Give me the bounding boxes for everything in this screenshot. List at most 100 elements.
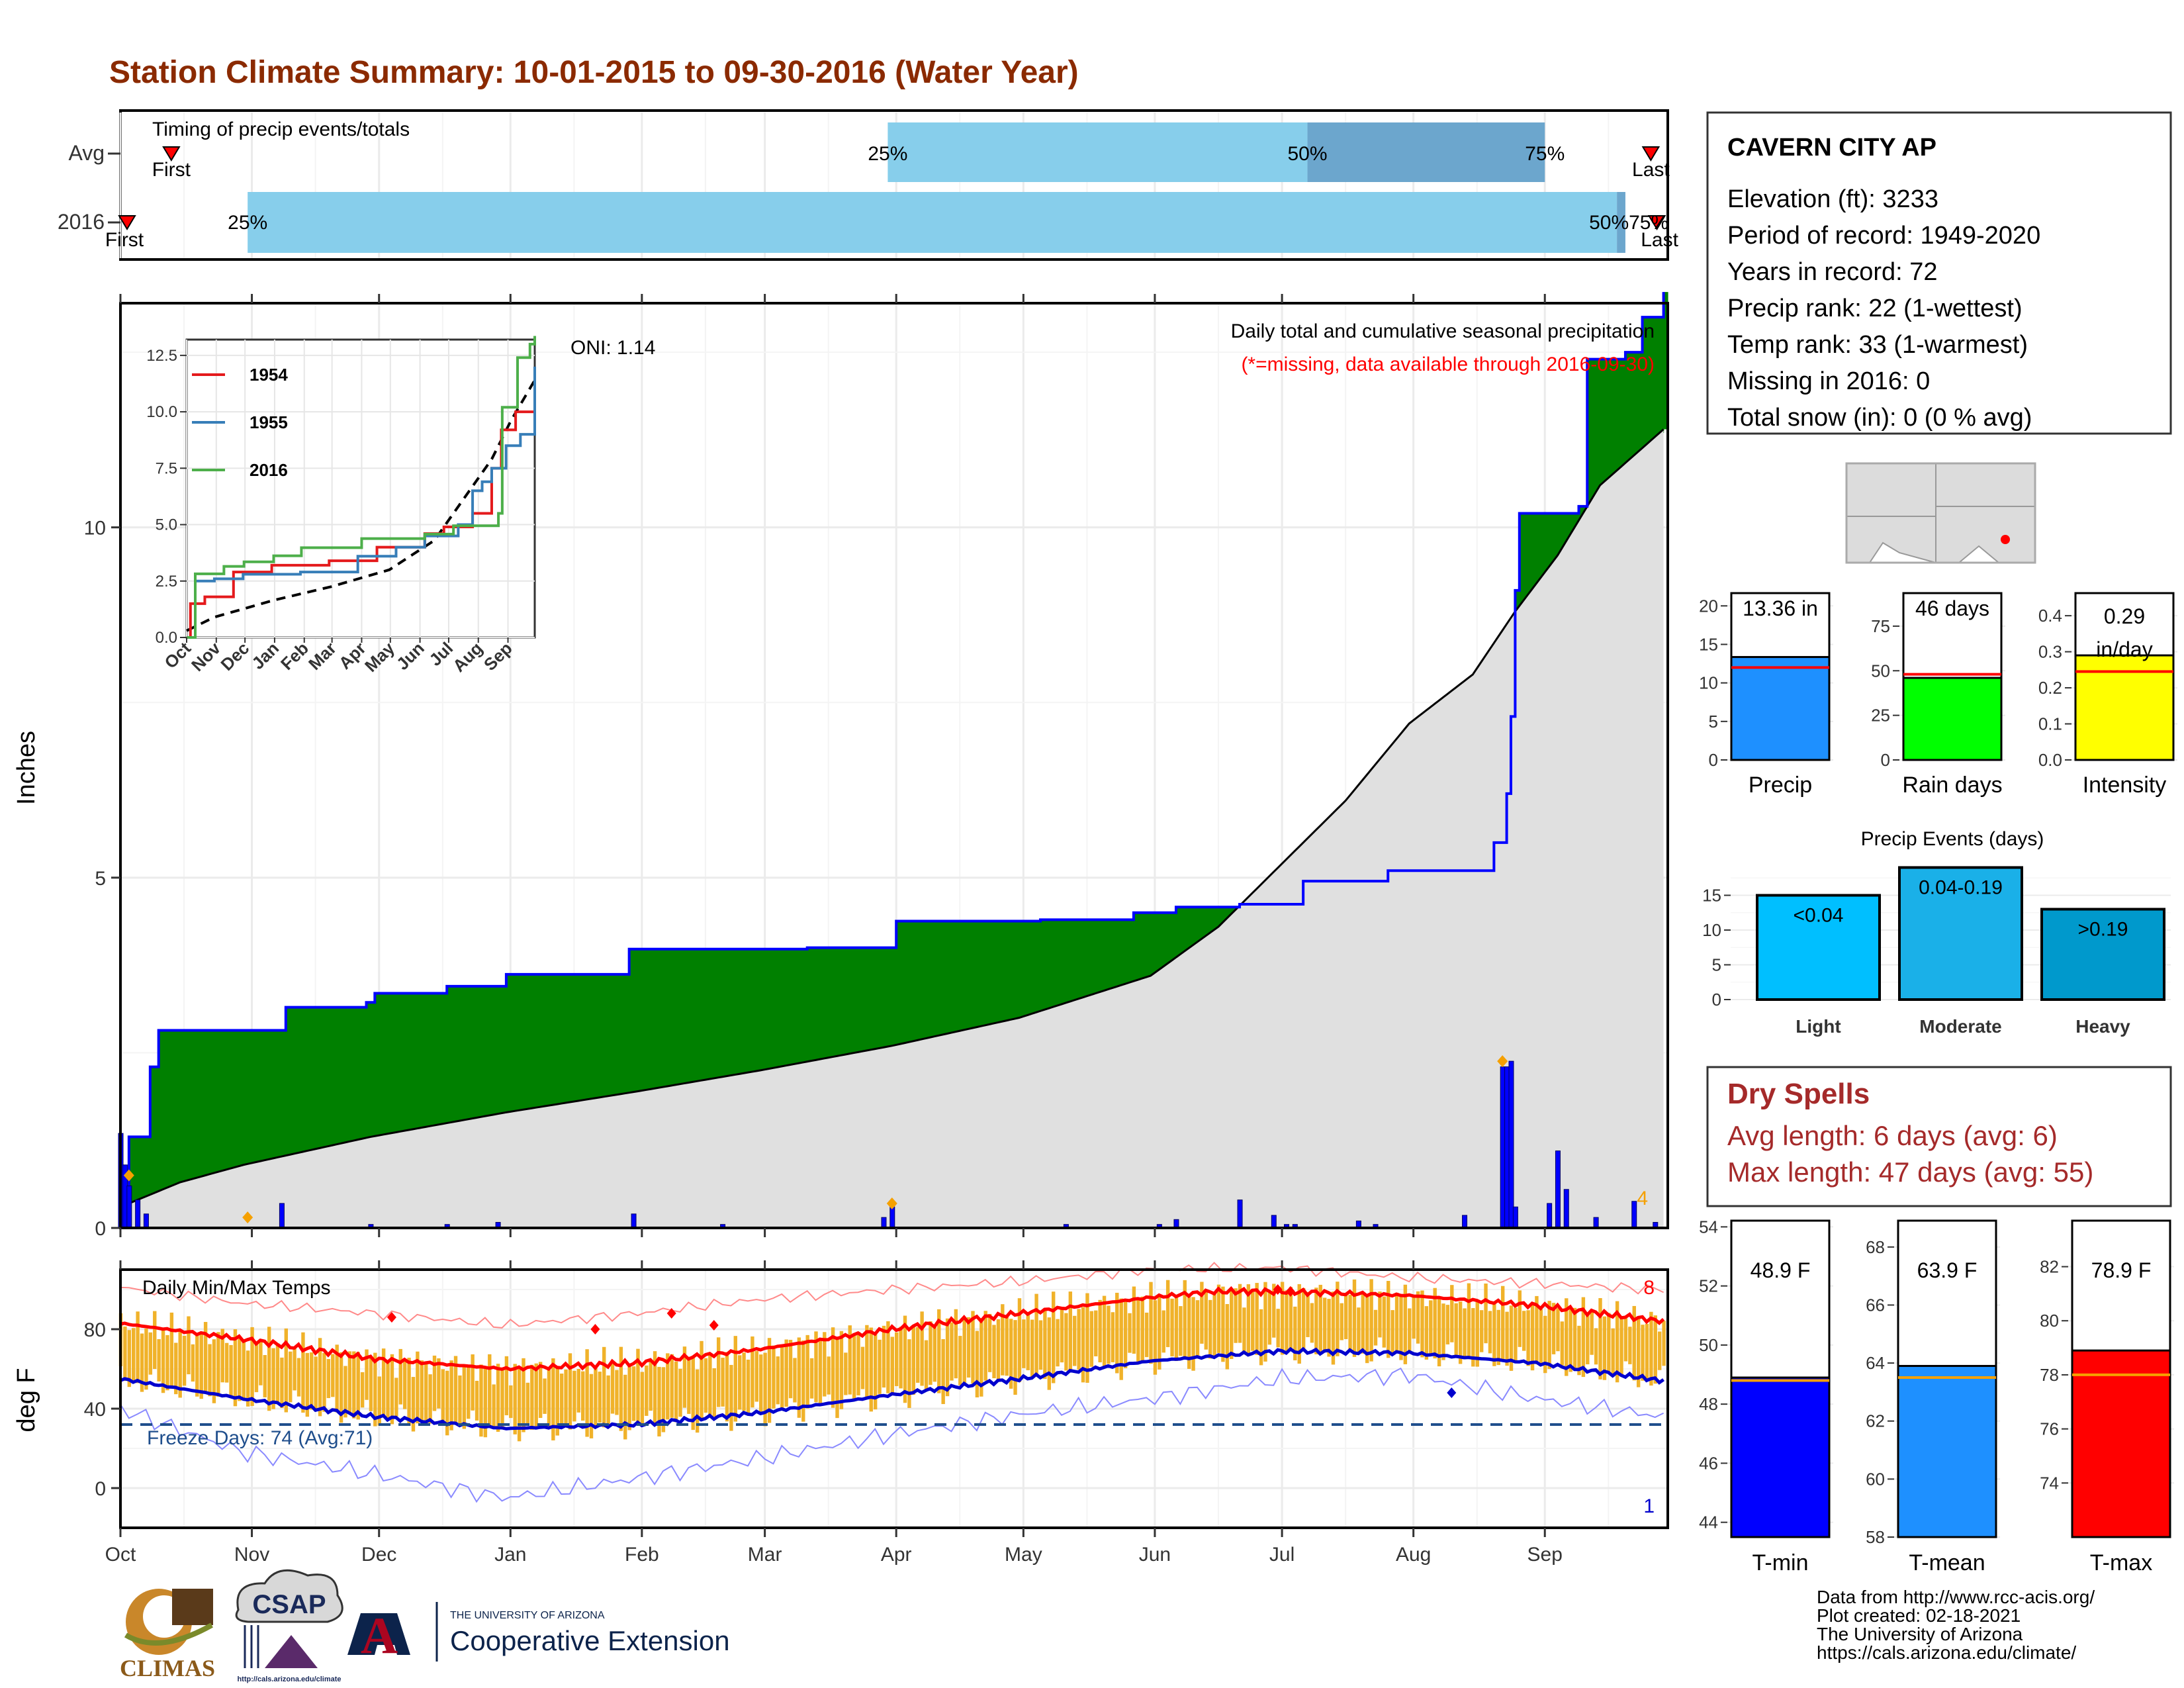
daily-temp-bar [161, 1328, 165, 1393]
daily-temp-bar [1174, 1295, 1179, 1361]
daily-temp-bar [504, 1356, 509, 1415]
daily-temp-bar [568, 1353, 572, 1430]
daily-temp-bar [695, 1369, 700, 1433]
t-summary-t-mean-label: T-mean [1909, 1550, 1985, 1575]
record-precip-marker [1497, 1055, 1508, 1068]
daily-temp-bar [1505, 1311, 1509, 1366]
month-label-Jul: Jul [1269, 1544, 1295, 1566]
daily-temp-bar [1263, 1282, 1267, 1362]
t-summary-t-max-chart: 74 76 78 80 82 T-max 78.9 F [2040, 1218, 2174, 1575]
daily-temp-bar [390, 1354, 394, 1425]
daily-temp-bar [865, 1325, 869, 1398]
daily-temp-bar [289, 1351, 293, 1403]
daily-temp-bar [580, 1371, 585, 1421]
daily-temp-bar [1158, 1294, 1161, 1370]
daily-temp-bar [788, 1340, 793, 1399]
daily-temp-bar [691, 1356, 695, 1430]
daily-temp-bar [797, 1337, 801, 1418]
station-info-line: Elevation (ft): 3233 [1727, 185, 1938, 213]
daily-temp-bar [1081, 1307, 1085, 1383]
record-high-diamond [1273, 1284, 1283, 1295]
daily-temp-bar [1200, 1282, 1204, 1344]
summary-precip-ytick-label: 10 [1699, 673, 1718, 693]
summary-intensity-ytick-label: 0.0 [2038, 750, 2062, 770]
daily-temp-bar [500, 1370, 504, 1427]
summary-intensity-label: Intensity [2083, 773, 2167, 798]
daily-temp-bar [954, 1309, 958, 1379]
daily-temp-bar [1530, 1304, 1535, 1371]
daily-temp-bar [416, 1351, 420, 1424]
inset-ytick-label: 2.5 [156, 573, 177, 590]
daily-temp-bar [1183, 1280, 1187, 1358]
t-summary-t-min-value-bar [1730, 1376, 1831, 1538]
daily-temp-bar [1441, 1303, 1445, 1360]
daily-temp-bar [882, 1325, 886, 1388]
daily-temp-bar [1161, 1310, 1165, 1353]
summary-intensity-ytick-label: 0.1 [2038, 714, 2062, 734]
avg-timing-bar-50-75 [1307, 122, 1545, 182]
daily-temp-bar [1645, 1323, 1649, 1380]
daily-precip-bar [881, 1217, 887, 1229]
t-summary-t-mean-ytick-label: 66 [1866, 1295, 1885, 1315]
daily-temp-bar [721, 1358, 725, 1407]
inset-chart: 0.02.55.07.510.012.5OctNovDecJanFebMarAp… [146, 336, 536, 676]
daily-temp-bar [1518, 1290, 1522, 1347]
daily-temp-bar [530, 1364, 534, 1430]
daily-temp-bar [1111, 1312, 1115, 1362]
month-label-Jun: Jun [1139, 1544, 1171, 1566]
daily-temp-bar [284, 1328, 289, 1413]
t-summary-t-min-ytick-label: 46 [1699, 1453, 1718, 1473]
inset-ytick-label: 0.0 [156, 629, 177, 647]
daily-temp-bar [636, 1348, 640, 1424]
daily-temp-bar [1001, 1304, 1005, 1376]
daily-temp-bar [1378, 1291, 1382, 1338]
daily-temp-bar [216, 1332, 220, 1397]
events-range-label: 0.04-0.19 [1919, 877, 2003, 899]
location-map [1845, 462, 2036, 564]
daily-temp-bar [801, 1340, 805, 1422]
daily-temp-bar [742, 1352, 746, 1411]
daily-temp-bar [1543, 1315, 1547, 1374]
daily-temp-bar [920, 1311, 924, 1386]
daily-temp-bar [670, 1354, 674, 1418]
daily-temp-bar [1047, 1317, 1051, 1390]
daily-temp-bar [1272, 1284, 1276, 1338]
daily-temp-bar [254, 1342, 259, 1393]
daily-temp-bar [471, 1354, 475, 1411]
daily-temp-bar [1611, 1328, 1615, 1377]
daily-temp-bar [700, 1340, 704, 1421]
daily-temp-bar [763, 1352, 767, 1427]
daily-temp-bar [496, 1364, 500, 1432]
daily-temp-bar [903, 1315, 907, 1403]
inset-legend-label: 1954 [250, 365, 288, 385]
summary-intensity-value-unit: in/day [2096, 637, 2152, 661]
events-category-label: Heavy [2075, 1016, 2130, 1037]
daily-temp-bar [136, 1311, 140, 1383]
month-label-Nov: Nov [234, 1544, 269, 1566]
daily-temp-bar [127, 1330, 132, 1387]
events-bar-light [1756, 894, 1881, 1001]
daily-temp-bar [212, 1339, 216, 1403]
summary-intensity-ytick-label: 0.4 [2038, 606, 2062, 626]
avg-first-label: First [152, 159, 191, 181]
daily-temp-bar [886, 1321, 890, 1393]
daily-temp-bar [1234, 1288, 1238, 1343]
daily-temp-bar [1136, 1300, 1140, 1363]
daily-temp-bar [1128, 1313, 1132, 1353]
cumulative-2016-line [120, 292, 1665, 1223]
daily-precip-bar [1555, 1150, 1561, 1229]
summary-precip-chart: 0 5 10 15 20 Precip 13.36 in [1699, 590, 1833, 798]
t-summary-t-min-ytick-label: 50 [1699, 1335, 1718, 1355]
daily-temp-bar [1026, 1313, 1030, 1370]
daily-temp-bar [373, 1352, 377, 1427]
daily-temp-bar [483, 1368, 488, 1438]
daily-temp-bar [1628, 1327, 1632, 1364]
summary-rain-days-value-label: 46 days [1915, 596, 1989, 620]
daily-temp-bar [1412, 1295, 1416, 1339]
daily-temp-bar [318, 1338, 322, 1417]
t-summary-t-mean-ytick-label: 62 [1866, 1411, 1885, 1431]
t-summary-t-mean-chart: 58 60 62 64 66 68 T-mean 63.9 F [1866, 1218, 2000, 1575]
events-ytick-label: 5 [1712, 955, 1721, 975]
daily-temp-bar [208, 1344, 212, 1397]
daily-temp-bar [1598, 1297, 1602, 1380]
